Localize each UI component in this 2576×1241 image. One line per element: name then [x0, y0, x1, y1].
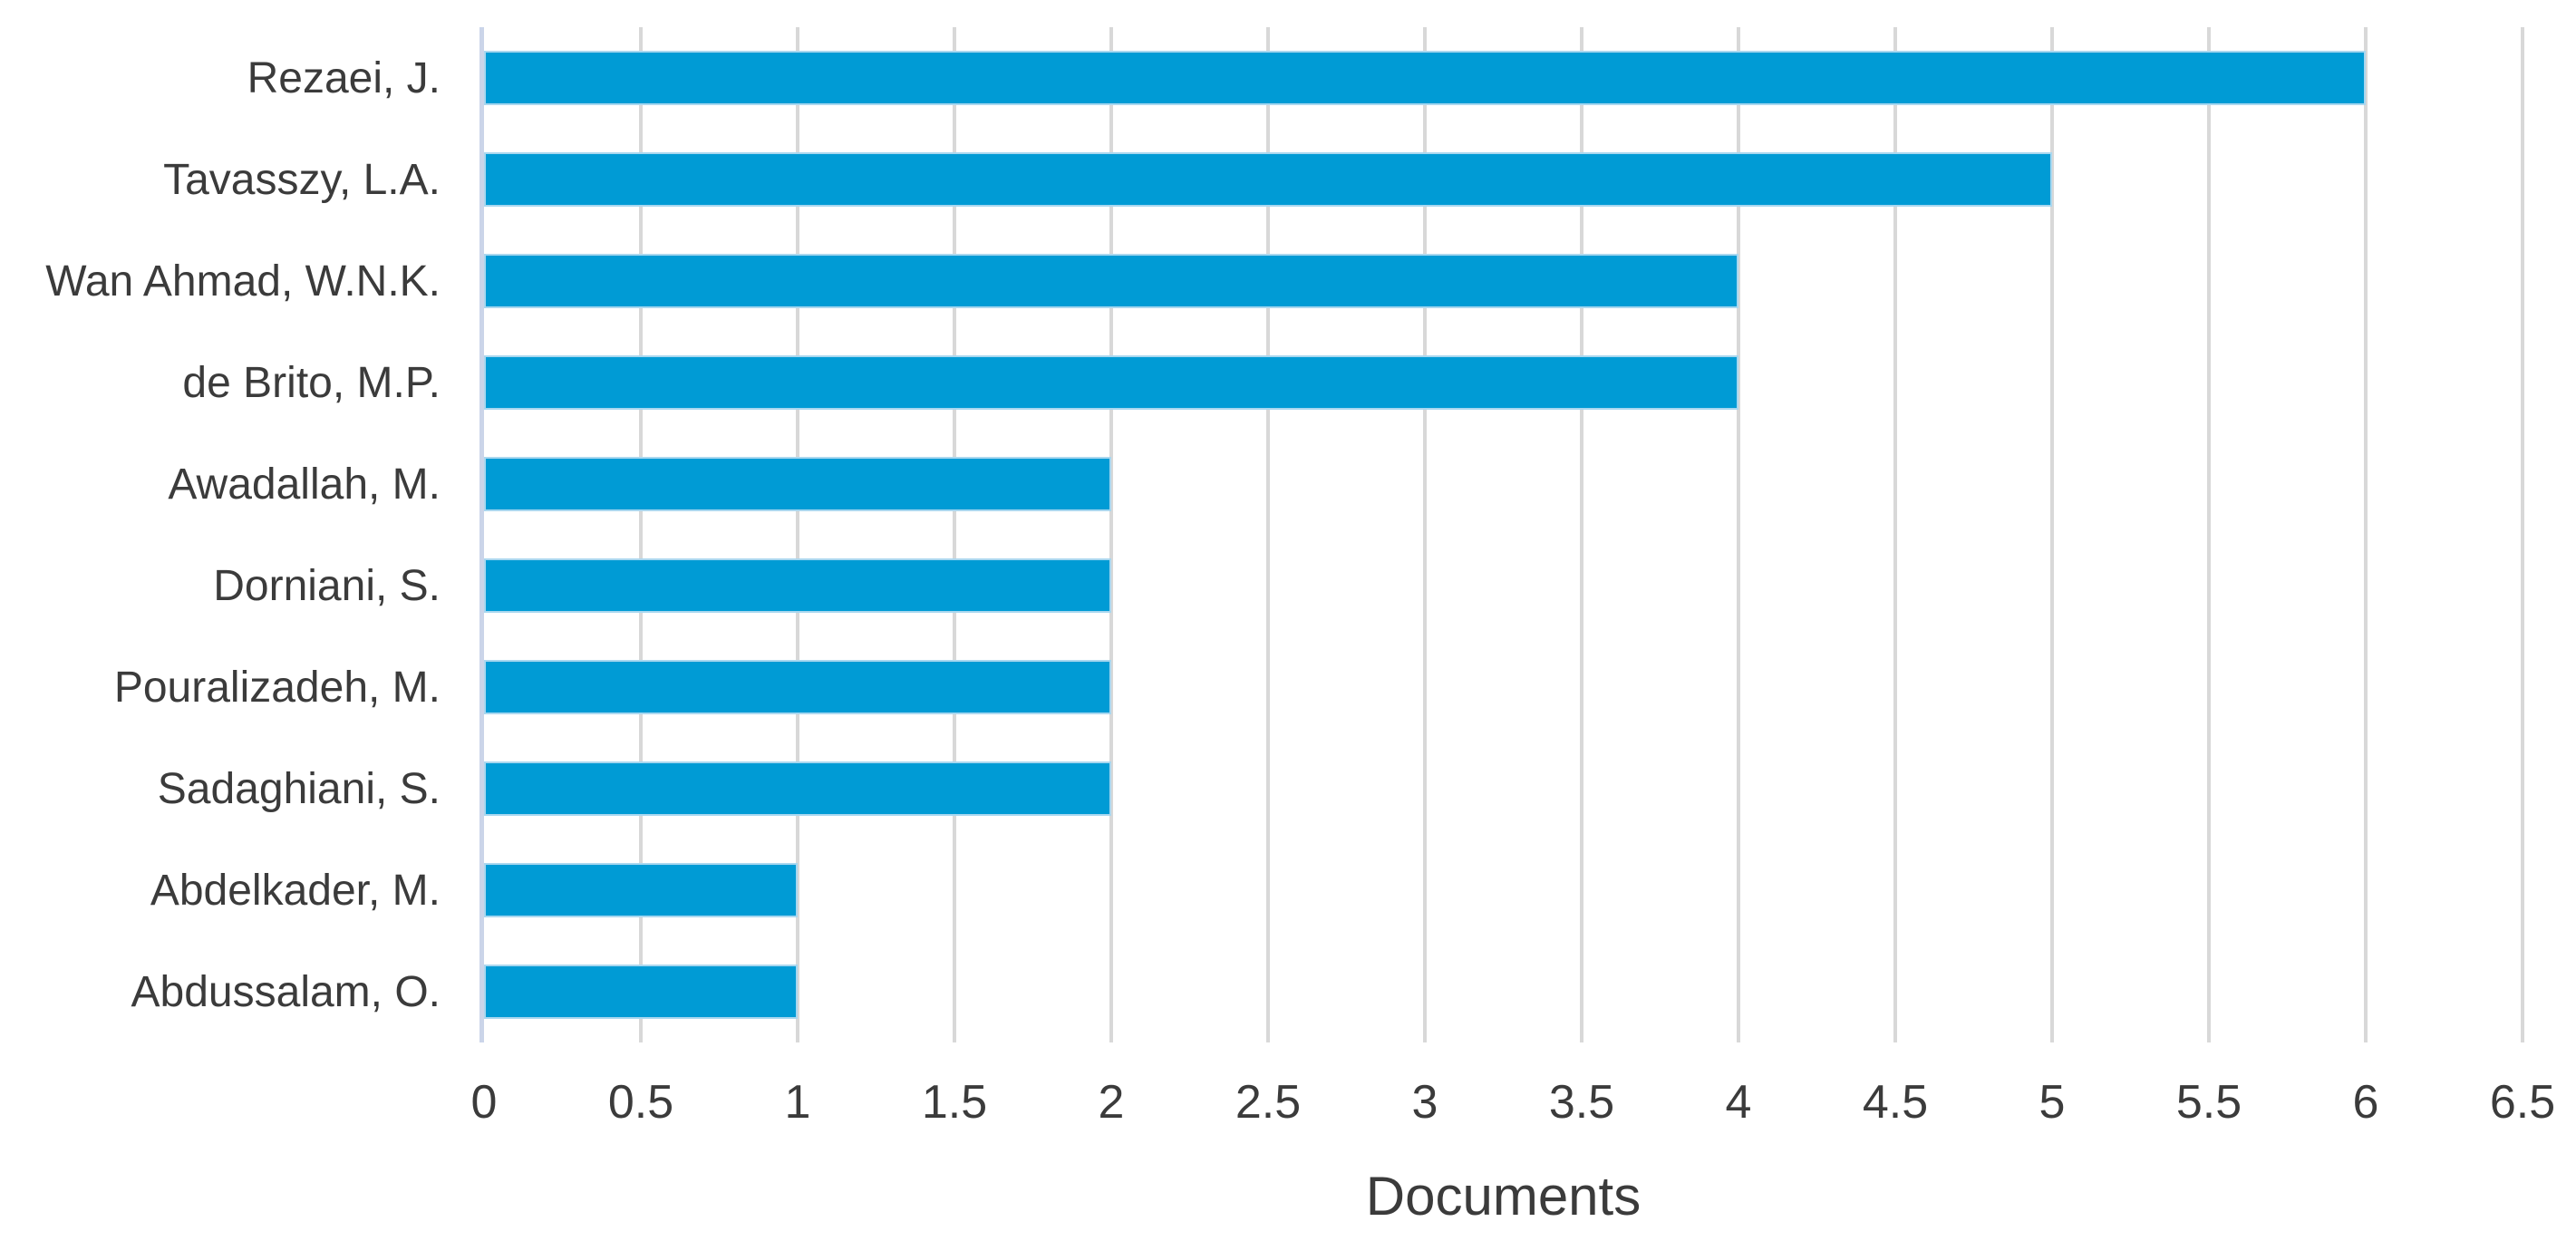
gridline [1580, 27, 1583, 1042]
x-tick-label: 1.5 [921, 1076, 988, 1129]
bar[interactable] [484, 761, 1111, 816]
gridline [1893, 27, 1897, 1042]
x-tick-label: 0 [470, 1076, 498, 1129]
y-axis-labels: Rezaei, J. Tavasszy, L.A. Wan Ahmad, W.N.K… [0, 27, 441, 1042]
y-axis-label: Dorniani, S. [213, 561, 441, 610]
x-tick-label: 1 [784, 1076, 811, 1129]
gridline [1423, 27, 1427, 1042]
gridline [796, 27, 799, 1042]
bar[interactable] [484, 254, 1738, 308]
bar[interactable] [484, 51, 2366, 105]
y-axis-label: Sadaghiani, S. [157, 764, 441, 813]
y-axis-label: Wan Ahmad, W.N.K. [45, 257, 441, 305]
x-tick-label: 3.5 [1548, 1076, 1615, 1129]
y-axis-label: Tavasszy, L.A. [163, 155, 441, 204]
gridline [1266, 27, 1270, 1042]
gridline [1737, 27, 1740, 1042]
bar[interactable] [484, 457, 1111, 511]
gridline [2207, 27, 2211, 1042]
x-tick-label: 3 [1411, 1076, 1438, 1129]
gridlines [479, 27, 2576, 1042]
gridline [2521, 27, 2524, 1042]
bar[interactable] [484, 558, 1111, 613]
x-axis-title: Documents [1365, 1166, 1641, 1226]
x-tick-label: 2 [1098, 1076, 1125, 1129]
zero-axis-line [479, 27, 484, 1042]
bar[interactable] [484, 863, 798, 917]
x-tick-label: 5.5 [2175, 1076, 2242, 1129]
x-tick-label: 5 [2039, 1076, 2066, 1129]
gridline [2364, 27, 2368, 1042]
y-axis-label: Pouralizadeh, M. [113, 663, 441, 712]
x-axis-tick-labels: 0 0.5 1 1.5 2 2.5 3 3.5 4 4.5 5 5.5 6 6.5 [471, 1075, 2576, 1139]
x-tick-label: 2.5 [1235, 1076, 1302, 1129]
x-tick-label: 6 [2352, 1076, 2379, 1129]
gridline [953, 27, 956, 1042]
bar[interactable] [484, 152, 2052, 207]
bar[interactable] [484, 965, 798, 1019]
y-axis-label: Rezaei, J. [247, 53, 441, 102]
gridline [2050, 27, 2054, 1042]
x-tick-label: 4 [1725, 1076, 1752, 1129]
x-tick-label: 0.5 [607, 1076, 674, 1129]
x-tick-label: 4.5 [1862, 1076, 1929, 1129]
bar[interactable] [484, 355, 1738, 410]
y-axis-label: de Brito, M.P. [182, 358, 441, 407]
y-axis-label: Awadallah, M. [168, 460, 441, 509]
gridline [639, 27, 643, 1042]
gridline [1109, 27, 1113, 1042]
bars-container [484, 27, 2576, 1042]
bar[interactable] [484, 660, 1111, 714]
plot-area [479, 27, 2576, 1042]
y-axis-label: Abdelkader, M. [150, 866, 441, 915]
y-axis-label: Abdussalam, O. [131, 967, 441, 1016]
x-tick-label: 6.5 [2489, 1076, 2556, 1129]
